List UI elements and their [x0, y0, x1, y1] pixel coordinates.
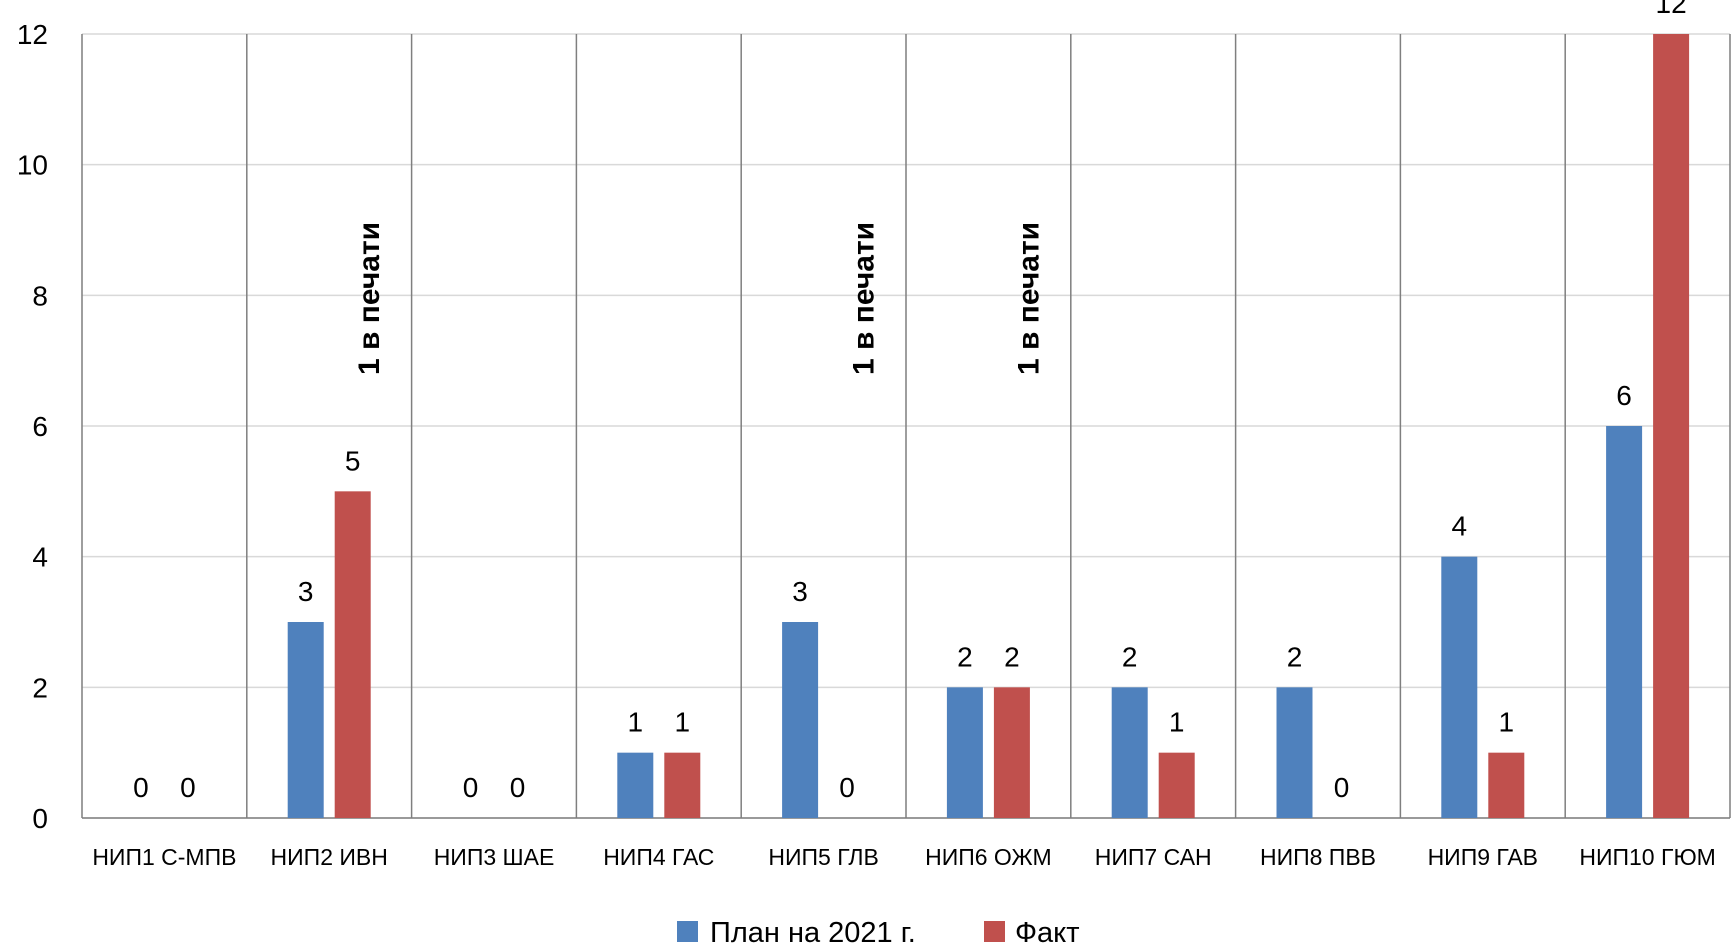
bar	[664, 752, 701, 818]
data-label: 0	[510, 772, 526, 803]
bar	[617, 752, 654, 818]
bar	[1606, 426, 1643, 818]
data-label: 0	[133, 772, 149, 803]
data-label: 0	[180, 772, 196, 803]
bar	[334, 491, 371, 818]
data-label: 1	[1499, 707, 1515, 738]
bar	[1441, 556, 1478, 818]
y-tick-label: 4	[32, 542, 48, 573]
x-tick-label: НИП3 ШАЕ	[434, 844, 555, 870]
annotation-label: 1 в печати	[1012, 222, 1045, 375]
data-label: 2	[957, 641, 973, 672]
y-tick-label: 12	[17, 19, 48, 50]
y-tick-label: 6	[32, 411, 48, 442]
bar	[993, 687, 1030, 818]
y-tick-label: 0	[32, 803, 48, 834]
x-tick-label: НИП9 ГАВ	[1428, 844, 1538, 870]
x-tick-label: НИП5 ГЛВ	[768, 844, 878, 870]
y-tick-label: 10	[17, 150, 48, 181]
legend-swatch	[984, 921, 1005, 942]
bar	[1158, 752, 1195, 818]
x-tick-label: НИП10 ГЮМ	[1579, 844, 1716, 870]
bar	[782, 622, 819, 818]
bar	[287, 622, 324, 818]
annotation-label: 1 в печати	[353, 222, 386, 375]
data-label: 1	[1169, 707, 1185, 738]
data-label: 6	[1616, 380, 1632, 411]
data-label: 0	[1334, 772, 1350, 803]
legend-label: План на 2021 г.	[710, 917, 916, 947]
y-tick-label: 8	[32, 280, 48, 311]
bar	[1111, 687, 1148, 818]
data-label: 12	[1656, 0, 1687, 19]
bar	[1653, 34, 1690, 818]
legend-label: Факт	[1015, 917, 1079, 947]
bar	[946, 687, 983, 818]
gridlines	[81, 33, 1731, 819]
legend-swatch	[677, 921, 698, 942]
x-axis: НИП1 С-МПВ НИП2 ИВН НИП3 ШАЕ НИП4 ГАС НИП5 Г…	[92, 844, 1716, 870]
data-label: 4	[1452, 511, 1468, 542]
x-tick-label: НИП7 САН	[1095, 844, 1212, 870]
data-label: 2	[1122, 641, 1138, 672]
legend: План на 2021 г. Факт	[677, 917, 1079, 947]
data-label: 3	[298, 576, 314, 607]
x-tick-label: НИП2 ИВН	[271, 844, 388, 870]
data-label: 5	[345, 445, 361, 476]
annotations: 1 в печати 1 в печати 1 в печати	[353, 222, 1045, 375]
data-label: 2	[1004, 641, 1020, 672]
bars	[287, 34, 1690, 818]
data-label: 3	[792, 576, 808, 607]
data-label: 0	[463, 772, 479, 803]
x-tick-label: НИП6 ОЖМ	[925, 844, 1052, 870]
data-label: 2	[1287, 641, 1303, 672]
annotation-label: 1 в печати	[848, 222, 881, 375]
x-tick-label: НИП8 ПВВ	[1260, 844, 1376, 870]
data-label: 0	[839, 772, 855, 803]
bar	[1276, 687, 1313, 818]
bar	[1488, 752, 1525, 818]
y-tick-label: 2	[32, 672, 48, 703]
data-label: 1	[628, 707, 644, 738]
y-axis: 0 2 4 6 8 10 12	[17, 19, 48, 834]
data-label: 1	[675, 707, 691, 738]
x-tick-label: НИП1 С-МПВ	[92, 844, 236, 870]
x-tick-label: НИП4 ГАС	[603, 844, 714, 870]
